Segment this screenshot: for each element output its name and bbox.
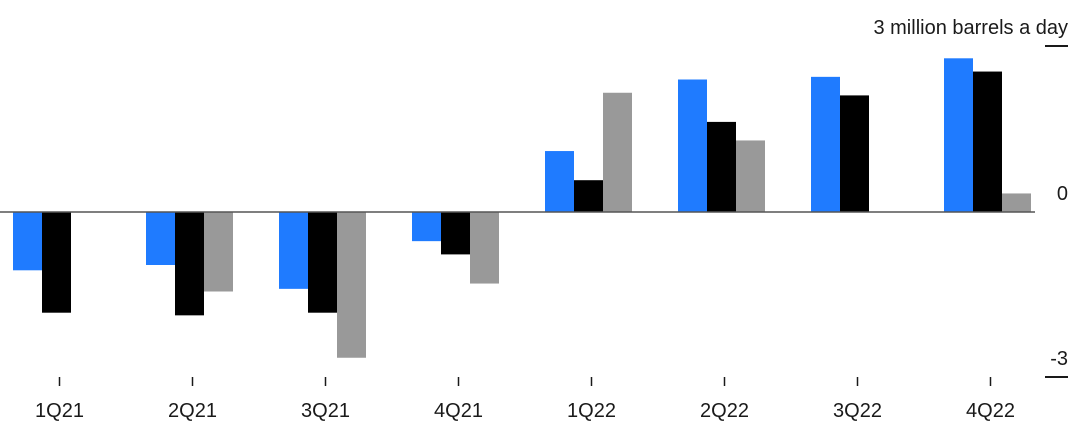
bar-3Q22-series-2: [840, 95, 869, 212]
x-tick-label-2Q21: 2Q21: [168, 400, 217, 421]
y-tick-label-0: 0: [1057, 183, 1068, 205]
bar-2Q21-series-1: [146, 212, 175, 265]
bars-group: [13, 58, 1031, 358]
bar-1Q22-series-3: [603, 92, 632, 212]
bar-2Q21-series-3: [204, 212, 233, 292]
x-axis-labels: 1Q21 2Q21 3Q21 4Q21 1Q22 2Q22 3Q22 4Q22: [35, 400, 1015, 421]
x-tick-label-1Q22: 1Q22: [567, 400, 616, 421]
bar-4Q22-series-2: [973, 71, 1002, 212]
bar-2Q22-series-3: [736, 140, 765, 212]
bar-4Q21-series-1: [412, 212, 441, 242]
x-axis-ticks: [58, 377, 992, 386]
bar-1Q21-series-2: [42, 212, 71, 313]
bar-1Q21-series-1: [13, 212, 42, 271]
x-tick-label-2Q22: 2Q22: [700, 400, 749, 421]
bar-3Q21-series-2: [308, 212, 337, 313]
y-tick-label-min: -3: [1050, 348, 1068, 370]
x-tick-label-4Q22: 4Q22: [966, 400, 1015, 421]
bar-1Q22-series-2: [574, 180, 603, 212]
bar-4Q21-series-2: [441, 212, 470, 255]
x-tick-label-3Q22: 3Q22: [833, 400, 882, 421]
x-tick-label-3Q21: 3Q21: [301, 400, 350, 421]
bar-3Q21-series-1: [279, 212, 308, 289]
bar-3Q21-series-3: [337, 212, 366, 358]
bar-2Q22-series-1: [678, 79, 707, 212]
bar-2Q22-series-2: [707, 121, 736, 212]
x-tick-label-4Q21: 4Q21: [434, 400, 483, 421]
bar-4Q22-series-1: [944, 58, 973, 212]
bar-3Q22-series-1: [811, 76, 840, 212]
bar-4Q22-series-3: [1002, 193, 1031, 212]
bar-2Q21-series-2: [175, 212, 204, 316]
x-tick-label-1Q21: 1Q21: [35, 400, 84, 421]
y-axis-unit-label: 3 million barrels a day: [873, 17, 1068, 39]
bar-1Q22-series-1: [545, 151, 574, 212]
bar-4Q21-series-3: [470, 212, 499, 284]
